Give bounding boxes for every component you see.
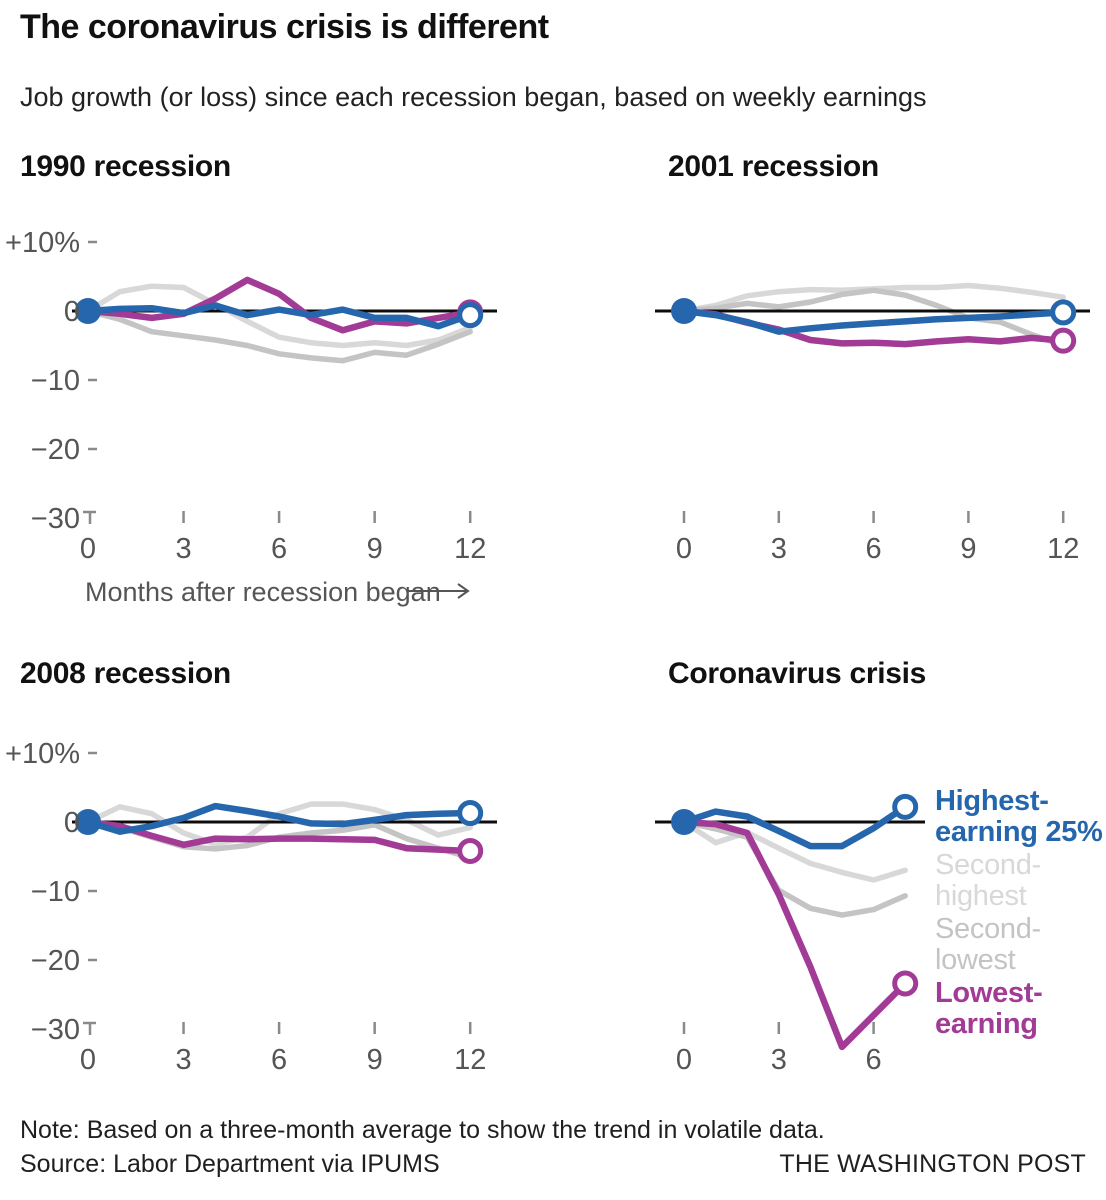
source-line: Source: Labor Department via IPUMS	[20, 1150, 440, 1178]
start-marker	[75, 298, 101, 324]
y-tick-label: −20	[31, 434, 80, 466]
legend-line: Second-	[935, 913, 1041, 945]
y-tick-label: 0	[64, 807, 80, 839]
x-tick-label: 9	[367, 1044, 383, 1076]
series-lowest	[680, 818, 909, 1051]
x-tick-label: 9	[960, 533, 976, 565]
page-subtitle: Job growth (or loss) since each recessio…	[20, 82, 927, 112]
panel-title-coronavirus: Coronavirus crisis	[668, 657, 927, 690]
y-tick-label: −30	[31, 1014, 80, 1046]
series-second_lowest	[85, 308, 473, 364]
x-tick-label: 3	[175, 533, 191, 565]
x-tick-label: 0	[80, 533, 96, 565]
series-lowest	[84, 818, 474, 855]
x-tick-label: 3	[175, 1044, 191, 1076]
legend-line: highest	[935, 880, 1027, 912]
legend-line: Second-	[935, 849, 1041, 881]
x-tick-label: 6	[271, 1044, 287, 1076]
panel-2: +10%0−10−20−300 3 6 9 12	[5, 738, 497, 1076]
legend-second-lowest: Second- lowest	[935, 914, 1106, 976]
x-tick-label: 3	[771, 1044, 787, 1076]
end-marker-highest	[457, 800, 484, 827]
series-second_lowest	[681, 819, 908, 918]
y-tick-label: −10	[31, 365, 80, 397]
y-tick-label: −30	[31, 503, 80, 535]
start-marker	[671, 809, 697, 835]
caption-arrowhead	[457, 583, 470, 599]
series-highest	[680, 307, 1067, 335]
x-axis-caption: Months after recession began	[85, 577, 441, 607]
x-tick-label: 0	[676, 533, 692, 565]
legend-line: earning 25%	[935, 816, 1103, 848]
footnote: Note: Based on a three-month average to …	[20, 1116, 825, 1144]
legend-line: lowest	[935, 944, 1016, 976]
panel-0: +10%0−10−20−300 3 6 9 12	[5, 227, 497, 599]
x-tick-label: 9	[367, 533, 383, 565]
y-tick-label: +10%	[5, 227, 80, 259]
legend-line: Highest-	[935, 785, 1049, 817]
end-marker-highest	[457, 302, 484, 329]
start-marker	[671, 298, 697, 324]
legend-lowest-earning: Lowest- earning	[935, 978, 1106, 1040]
y-tick-label: −10	[31, 876, 80, 908]
end-marker-lowest	[892, 970, 919, 997]
x-tick-label: 12	[454, 1044, 486, 1076]
series-lowest	[84, 276, 474, 334]
series-highest	[84, 302, 474, 330]
y-tick-label: +10%	[5, 738, 80, 770]
panel-3: 0 3 6	[655, 793, 925, 1076]
x-tick-label: 6	[271, 533, 287, 565]
end-marker-highest	[892, 793, 919, 820]
series-highest	[680, 803, 909, 850]
series-second_highest	[85, 283, 473, 349]
start-marker	[75, 809, 101, 835]
legend-line: Lowest-	[935, 977, 1043, 1009]
x-tick-label: 6	[866, 533, 882, 565]
legend-second-highest: Second- highest	[935, 850, 1106, 912]
x-tick-label: 12	[1047, 533, 1079, 565]
panel-title-2008: 2008 recession	[20, 657, 231, 690]
panel-title-1990: 1990 recession	[20, 150, 231, 183]
y-tick-label: −20	[31, 945, 80, 977]
x-tick-label: 6	[866, 1044, 882, 1076]
end-marker-lowest	[457, 837, 484, 864]
series-highest	[84, 802, 474, 835]
legend-highest-earning: Highest- earning 25%	[935, 786, 1106, 848]
y-tick-label: 0	[64, 296, 80, 328]
x-tick-label: 0	[676, 1044, 692, 1076]
x-tick-label: 12	[454, 533, 486, 565]
panel-1: 0 3 6 9 12	[655, 282, 1090, 565]
x-tick-label: 3	[771, 533, 787, 565]
publisher-credit: THE WASHINGTON POST	[779, 1150, 1086, 1178]
panel-title-2001: 2001 recession	[668, 150, 879, 183]
x-tick-label: 0	[80, 1044, 96, 1076]
end-marker-highest	[1050, 299, 1077, 326]
page-title: The coronavirus crisis is different	[20, 8, 549, 46]
series-second_highest	[681, 819, 908, 883]
end-marker-lowest	[1050, 327, 1077, 354]
series-second_lowest	[681, 287, 1066, 349]
legend-line: earning	[935, 1008, 1038, 1040]
